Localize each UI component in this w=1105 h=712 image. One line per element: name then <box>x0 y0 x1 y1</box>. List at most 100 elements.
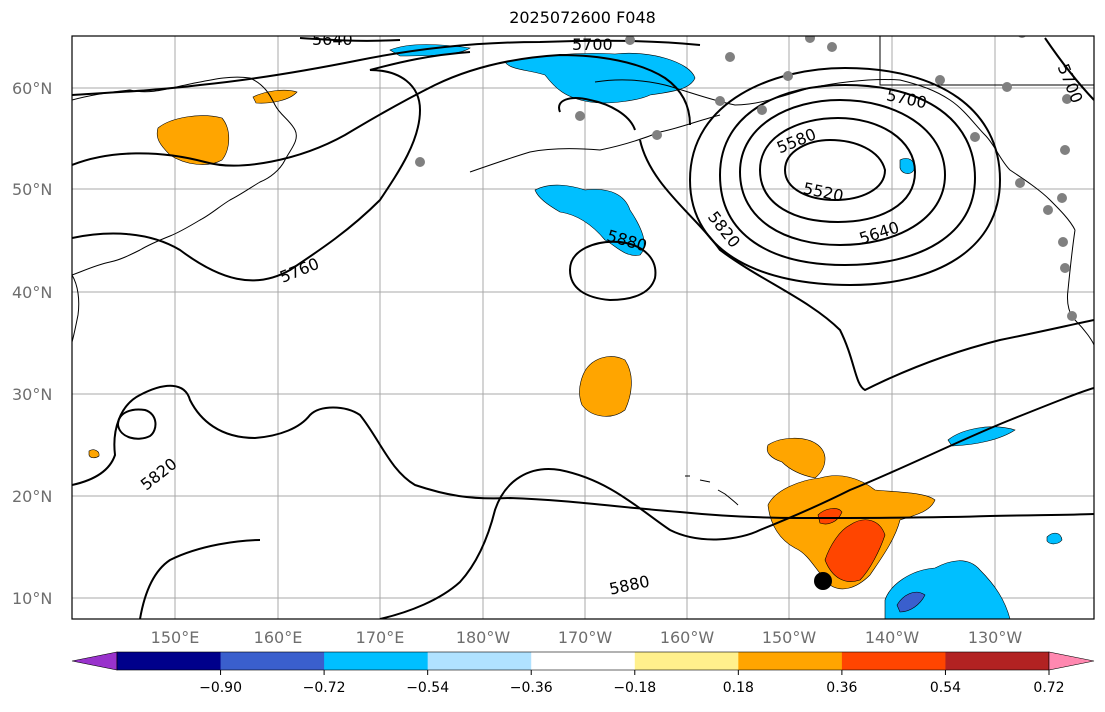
colorbar-label: −0.72 <box>303 680 346 696</box>
lon-label-160w: 160°W <box>660 628 715 647</box>
lat-tick-labels: 10°N 20°N 30°N 40°N 50°N 60°N <box>12 79 52 608</box>
station-dot <box>725 52 735 62</box>
contour-5880-aleutian-loop <box>558 97 636 131</box>
contour-5520 <box>783 138 887 202</box>
colorbar-swatches <box>116 651 1050 671</box>
lon-label-170w: 170°W <box>558 628 613 647</box>
contour-label-5520: 5520 <box>801 179 845 206</box>
contour-label-5880-south: 5880 <box>607 572 651 599</box>
contour-5880-band <box>72 384 1094 520</box>
contour-5880-closed <box>568 240 657 302</box>
contour-label-5700-right: 5700 <box>1054 61 1087 106</box>
colorbar-swatch <box>220 652 325 670</box>
lon-label-130w: 130°W <box>968 628 1023 647</box>
contour-label-5820-west: 5820 <box>137 454 181 494</box>
lon-label-180w: 180°W <box>456 628 511 647</box>
lat-label-30: 30°N <box>12 385 52 404</box>
colorbar-label: −0.18 <box>613 680 656 696</box>
lon-label-140w: 140°W <box>865 628 920 647</box>
colorbar-label: 0.72 <box>1033 680 1064 696</box>
lon-label-160e: 160°E <box>254 628 303 647</box>
shade-negative-southeast <box>947 426 1016 447</box>
shade-positive-west-dot <box>88 449 100 459</box>
coast-hawaii <box>685 475 739 506</box>
station-dot <box>970 132 980 142</box>
shade-negative-gulf <box>899 158 915 174</box>
contour-labels: 5640 5700 5700 5700 5580 5520 5640 5820 … <box>137 30 1087 599</box>
station-dot <box>1060 263 1070 273</box>
lat-label-10: 10°N <box>12 589 52 608</box>
coastlines <box>72 36 1094 506</box>
colorbar-extend-high <box>1048 651 1095 671</box>
contour-label-5580: 5580 <box>774 124 819 157</box>
contour-label-5640-low: 5640 <box>857 218 902 249</box>
contour-label-5820-mid: 5820 <box>704 208 744 252</box>
station-dot <box>935 75 945 85</box>
coast-alaska-border <box>879 36 1094 86</box>
contour-label-5700-top: 5700 <box>572 35 613 54</box>
station-dot <box>625 36 635 45</box>
coast-japan <box>72 274 80 343</box>
station-dot <box>1067 311 1077 321</box>
contour-5880-southwest <box>139 539 261 619</box>
station-dot <box>1015 178 1025 188</box>
station-dot <box>757 105 767 115</box>
station-dot <box>1043 205 1053 215</box>
colorbar-label: 0.36 <box>826 680 857 696</box>
shade-strong-positive-small <box>817 508 843 525</box>
contour-5760-ring <box>688 66 1002 287</box>
colorbar-swatch <box>531 652 636 670</box>
station-dot <box>1062 94 1072 104</box>
station-dot <box>575 111 585 121</box>
coast-aleutians <box>469 114 721 173</box>
station-dot <box>783 71 793 81</box>
colorbar-label: −0.36 <box>510 680 553 696</box>
colorbar-swatch <box>945 652 1050 670</box>
coast-alaska <box>594 78 1076 231</box>
station-markers <box>415 36 1077 321</box>
map-title: 2025072600 F048 <box>509 8 656 27</box>
contour-5640-top <box>299 37 401 42</box>
contour-5640-ring <box>738 98 947 247</box>
lon-label-150w: 150°W <box>762 628 817 647</box>
shade-positive-hawaii-north <box>766 437 826 479</box>
station-dot <box>652 130 662 140</box>
contour-label-5640-top: 5640 <box>312 30 353 49</box>
anomaly-shading <box>88 44 1063 619</box>
contour-5820-north <box>72 53 691 167</box>
shade-strong-positive <box>824 519 886 582</box>
colorbar: −0.90 −0.72 −0.54 −0.36 −0.18 0.18 0.36 0.54 0.7… <box>71 651 1095 696</box>
height-contours <box>72 37 1094 619</box>
shade-positive-central <box>579 356 632 417</box>
coast-north-america <box>1067 229 1094 346</box>
contour-5760-west <box>72 51 471 282</box>
colorbar-label: 0.54 <box>930 680 961 696</box>
station-dot <box>1057 193 1067 203</box>
lon-label-150e: 150°E <box>151 628 200 647</box>
colorbar-labels: −0.90 −0.72 −0.54 −0.36 −0.18 0.18 0.36 0.54 0.7… <box>199 670 1065 696</box>
lat-label-40: 40°N <box>12 283 52 302</box>
contour-5880-inner-west <box>116 408 157 440</box>
colorbar-label: −0.54 <box>406 680 449 696</box>
lon-tick-labels: 150°E 160°E 170°E 180°W 170°W 160°W 150°… <box>151 628 1023 647</box>
lon-label-170e: 170°E <box>356 628 405 647</box>
colorbar-label: −0.90 <box>199 680 242 696</box>
coast-asia <box>72 76 297 276</box>
shade-strong-negative <box>896 591 926 613</box>
shade-positive-asia <box>156 115 230 165</box>
lat-label-20: 20°N <box>12 487 52 506</box>
colorbar-swatch <box>634 652 739 670</box>
shade-negative-aleutian <box>534 184 645 256</box>
colorbar-swatch <box>427 652 532 670</box>
shade-negative-bering <box>504 52 696 104</box>
lat-label-50: 50°N <box>12 180 52 199</box>
shade-positive-kamchatka <box>252 89 298 104</box>
colorbar-label: 0.18 <box>723 680 754 696</box>
contour-5820-main <box>639 139 1094 392</box>
station-dot <box>1060 145 1070 155</box>
storm-center-marker <box>814 572 832 590</box>
contour-5700-east <box>1044 37 1094 101</box>
colorbar-swatch <box>738 652 843 670</box>
colorbar-swatch <box>324 652 429 670</box>
